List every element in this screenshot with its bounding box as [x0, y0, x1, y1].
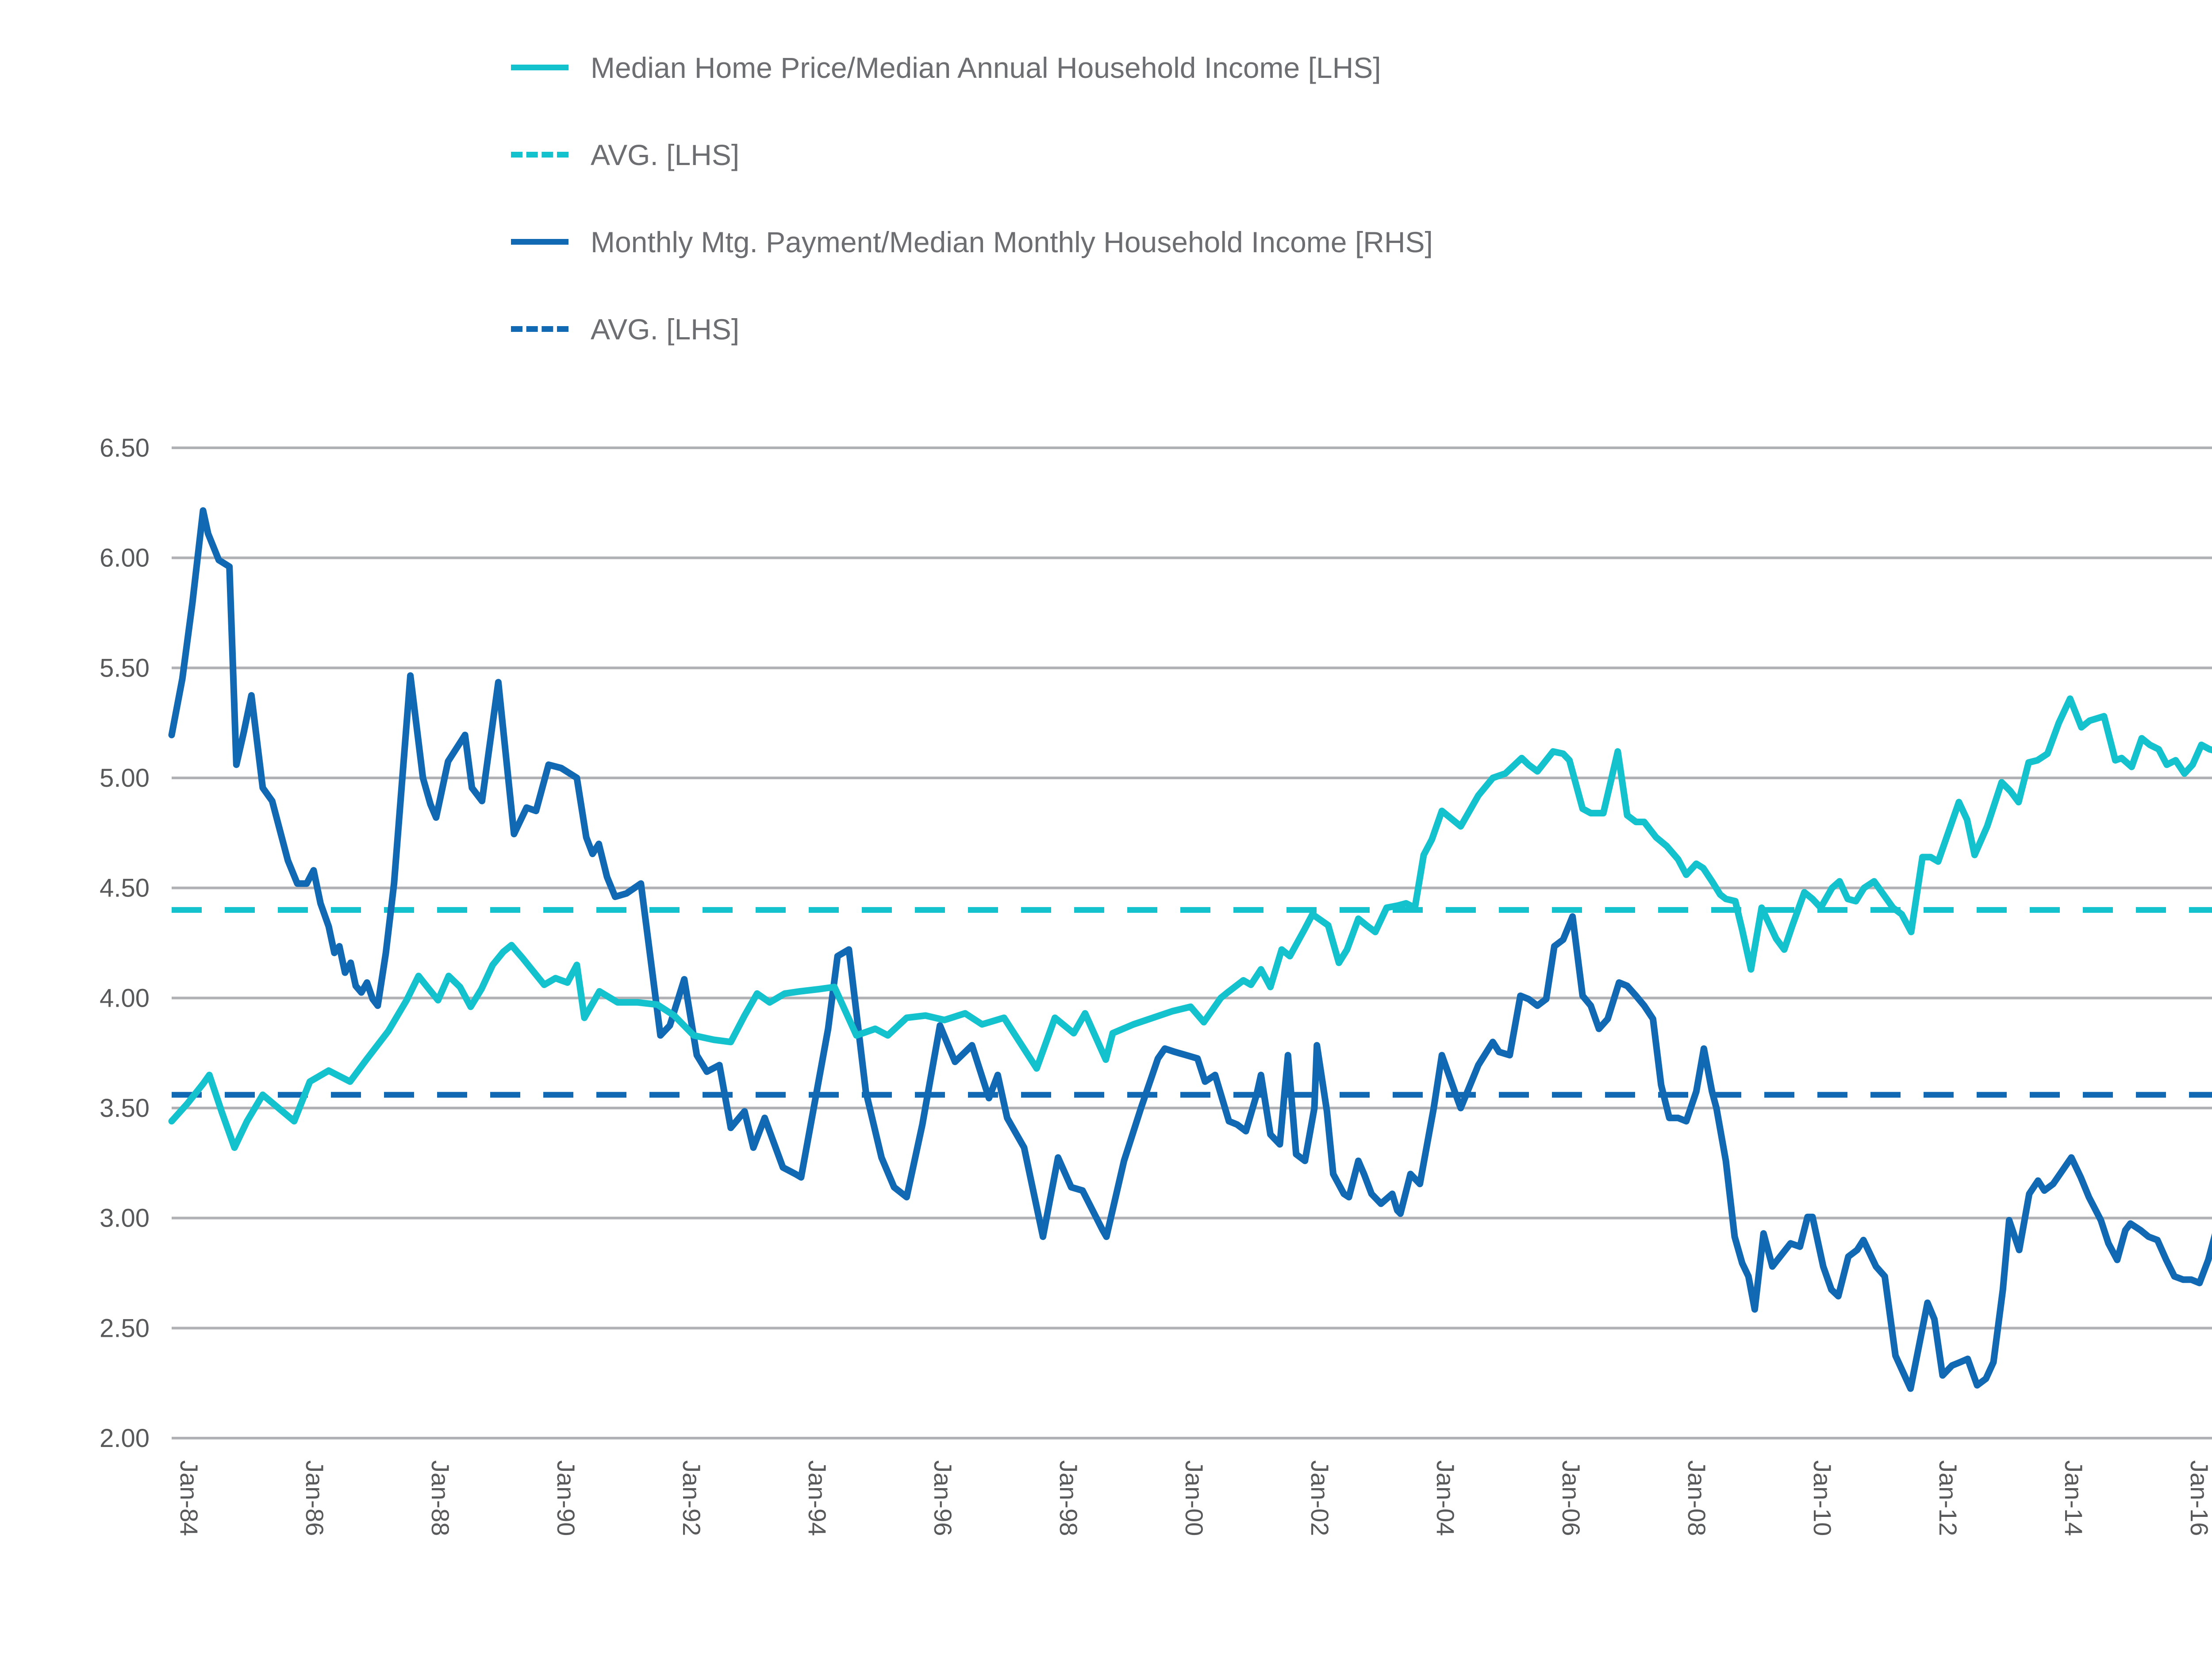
- left-axis-tick-label: 6.50: [100, 434, 150, 462]
- legend-label: AVG. [LHS]: [591, 312, 740, 346]
- left-axis-tick-label: 6.00: [100, 544, 150, 573]
- x-axis-tick-label: Jan-00: [1180, 1460, 1208, 1536]
- x-axis-tick-label: Jan-08: [1683, 1460, 1711, 1536]
- left-axis-tick-label: 2.00: [100, 1424, 150, 1453]
- x-axis-tick-label: Jan-92: [678, 1460, 706, 1536]
- x-axis-tick-label: Jan-86: [301, 1460, 329, 1536]
- series-home-price-income-line: [168, 695, 2212, 1151]
- legend-item-avg-rhs: AVG. [LHS]: [511, 297, 1433, 361]
- left-axis-tick-label: 5.00: [100, 764, 150, 793]
- legend-item-avg-lhs: AVG. [LHS]: [511, 123, 1433, 187]
- x-axis-tick-label: Jan-90: [552, 1460, 580, 1536]
- legend-item-home-price-income: Median Home Price/Median Annual Househol…: [511, 35, 1433, 100]
- left-axis-tick-label: 3.50: [100, 1094, 150, 1123]
- x-axis-tick-label: Jan-94: [803, 1460, 831, 1536]
- legend-line-swatch-blue-solid: [511, 239, 568, 245]
- legend-item-mtg-payment-income: Monthly Mtg. Payment/Median Monthly Hous…: [511, 210, 1433, 274]
- x-axis-tick-label: Jan-14: [2060, 1460, 2088, 1536]
- x-axis-tick-label: Jan-12: [1934, 1460, 1962, 1536]
- left-axis-tick-label: 4.00: [100, 984, 150, 1012]
- left-axis-tick-label: 4.50: [100, 874, 150, 903]
- legend-line-swatch-cyan-solid: [511, 65, 568, 70]
- legend-line-swatch-blue-dashed: [511, 326, 568, 332]
- x-axis-tick-label: Jan-06: [1557, 1460, 1585, 1536]
- x-axis-tick-label: Jan-96: [929, 1460, 957, 1536]
- legend-label: Median Home Price/Median Annual Househol…: [591, 51, 1381, 84]
- left-axis-tick-label: 5.50: [100, 654, 150, 682]
- left-axis-tick-label: 2.50: [100, 1314, 150, 1343]
- x-axis-tick-label: Jan-98: [1055, 1460, 1083, 1536]
- x-axis-tick-label: Jan-84: [175, 1460, 203, 1536]
- x-axis-tick-label: Jan-10: [1809, 1460, 1836, 1536]
- legend-label: AVG. [LHS]: [591, 138, 740, 171]
- legend-label: Monthly Mtg. Payment/Median Monthly Hous…: [591, 225, 1433, 258]
- x-axis-tick-label: Jan-04: [1432, 1460, 1459, 1536]
- legend-line-swatch-cyan-dashed: [511, 152, 568, 158]
- series-mtg-payment-income-line: [168, 507, 2212, 1392]
- chart-legend: Median Home Price/Median Annual Househol…: [511, 35, 1433, 361]
- left-axis-tick-label: 3.00: [100, 1204, 150, 1233]
- x-axis-tick-label: Jan-02: [1306, 1460, 1334, 1536]
- x-axis-tick-label: Jan-88: [426, 1460, 454, 1536]
- x-axis-tick-label: Jan-16: [2185, 1460, 2212, 1536]
